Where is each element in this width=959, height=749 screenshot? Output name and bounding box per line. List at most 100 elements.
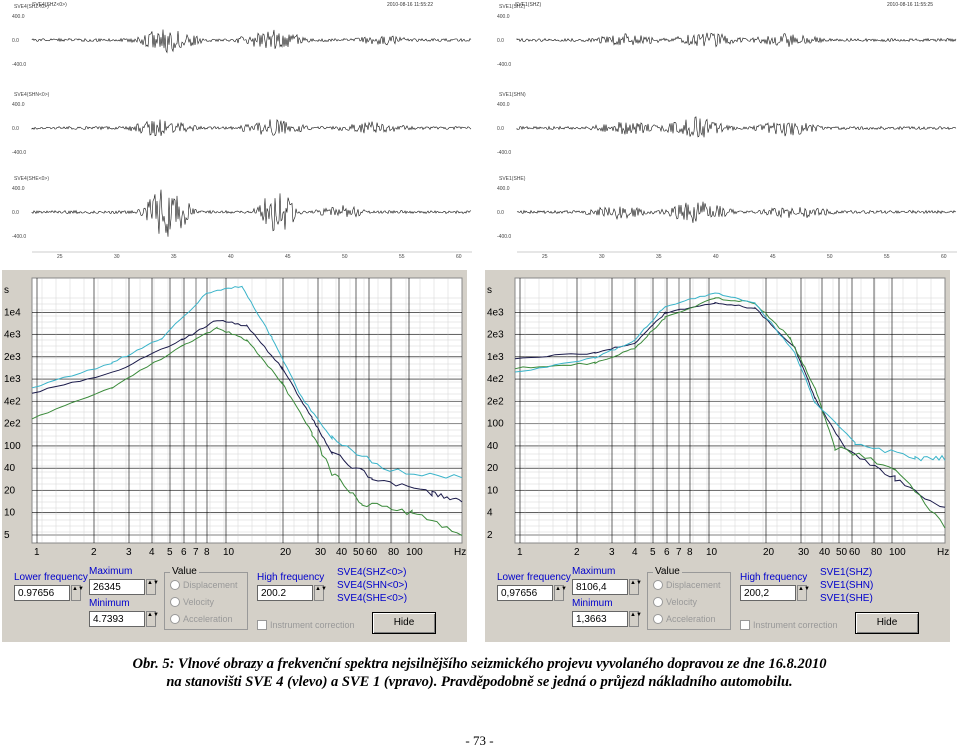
- amplitude-label: 400.0: [497, 14, 510, 20]
- lower-frequency-input[interactable]: 0.97656: [14, 585, 70, 601]
- y-tick-label: 40: [487, 441, 499, 452]
- x-tick-label: 7: [676, 547, 682, 558]
- x-tick-label: 40: [819, 547, 831, 558]
- amplitude-label: 0.0: [497, 126, 504, 132]
- x-tick-label: 20: [763, 547, 775, 558]
- amplitude-label: 400.0: [12, 102, 25, 108]
- amplitude-label: 0.0: [12, 126, 19, 132]
- legend-entry[interactable]: SVE4(SHN<0>): [337, 580, 408, 591]
- minimum-input[interactable]: 4.7393: [89, 611, 145, 627]
- spectrum-panel-right: s 4e3 2e3 1e3 4e2 2e2 100 40 20 10 4 2 1 2 3 4 5 6 7 8 10 20 3…: [485, 270, 950, 642]
- radio-dot[interactable]: [653, 614, 663, 624]
- amplitude-label: 0.0: [12, 210, 19, 216]
- radio-acceleration[interactable]: Acceleration: [653, 614, 716, 624]
- time-label: 35: [656, 254, 662, 258]
- maximum-spinner[interactable]: ▲▼: [146, 579, 159, 595]
- maximum-spinner[interactable]: ▲▼: [629, 579, 642, 595]
- lower-frequency-spinner[interactable]: ▲▼: [554, 585, 567, 601]
- minimum-spinner[interactable]: ▲▼: [629, 611, 642, 627]
- time-label: 50: [342, 254, 348, 258]
- radio-label: Velocity: [666, 597, 698, 607]
- instrument-correction-checkbox[interactable]: Instrument correction: [740, 620, 838, 630]
- maximum-input[interactable]: 8106,4: [572, 579, 628, 595]
- waveform-panel-left: SVE4(SHZ<0>) 2010-08-16 11:55:22 SVE4(SH…: [2, 0, 472, 258]
- x-tick-label: 60: [366, 547, 378, 558]
- channel-label: SVE1(SHN): [499, 92, 526, 98]
- instrument-correction-checkbox[interactable]: Instrument correction: [257, 620, 355, 630]
- amplitude-label: -400.0: [12, 150, 26, 156]
- time-label: 60: [941, 254, 947, 258]
- lower-frequency-input[interactable]: 0,97656: [497, 585, 553, 601]
- legend-entry[interactable]: SVE4(SHE<0>): [337, 593, 408, 604]
- radio-label: Displacement: [666, 580, 721, 590]
- radio-dot[interactable]: [170, 614, 180, 624]
- high-frequency-input[interactable]: 200.2: [257, 585, 313, 601]
- time-label: 40: [713, 254, 719, 258]
- caption-line-2: na stanovišti SVE 4 (vlevo) a SVE 1 (vpr…: [166, 674, 793, 690]
- radio-dot[interactable]: [170, 580, 180, 590]
- channel-label: SVE4(SHN<0>): [14, 92, 50, 98]
- checkbox-label: Instrument correction: [270, 620, 355, 630]
- high-frequency-spinner[interactable]: ▲▼: [797, 585, 810, 601]
- lower-frequency-spinner[interactable]: ▲▼: [71, 585, 84, 601]
- x-tick-label: 6: [181, 547, 187, 558]
- lower-frequency-label: Lower frequency: [497, 572, 571, 583]
- hide-button[interactable]: Hide: [855, 612, 919, 634]
- y-tick-label: 100: [4, 441, 21, 452]
- x-tick-label: 2: [574, 547, 580, 558]
- maximum-input[interactable]: 26345: [89, 579, 145, 595]
- amplitude-label: -400.0: [497, 150, 511, 156]
- y-tick-label: 1e3: [487, 352, 504, 363]
- maximum-label: Maximum: [572, 566, 616, 577]
- series-legend: SVE1(SHZ) SVE1(SHN) SVE1(SHE): [820, 566, 873, 605]
- legend-entry[interactable]: SVE4(SHZ<0>): [337, 567, 407, 578]
- high-frequency-input[interactable]: 200,2: [740, 585, 796, 601]
- waveform-date-right: 2010-08-16 11:55:25: [887, 2, 934, 8]
- time-label: 45: [770, 254, 776, 258]
- page-number: - 73 -: [465, 733, 494, 748]
- checkbox-box[interactable]: [740, 620, 750, 630]
- x-tick-label: 80: [871, 547, 883, 558]
- time-label: 50: [827, 254, 833, 258]
- minimum-spinner[interactable]: ▲▼: [146, 611, 159, 627]
- y-tick-label: 40: [4, 463, 16, 474]
- x-tick-label: 50: [353, 547, 365, 558]
- legend-entry[interactable]: SVE1(SHN): [820, 580, 874, 591]
- amplitude-label: 400.0: [12, 186, 25, 192]
- radio-velocity[interactable]: Velocity: [653, 597, 697, 607]
- maximum-label: Maximum: [89, 566, 133, 577]
- radio-velocity[interactable]: Velocity: [170, 597, 214, 607]
- minimum-label: Minimum: [89, 598, 130, 609]
- radio-dot[interactable]: [653, 597, 663, 607]
- minimum-label: Minimum: [572, 598, 613, 609]
- checkbox-box[interactable]: [257, 620, 267, 630]
- amplitude-label: 0.0: [497, 38, 504, 44]
- x-tick-label: 10: [706, 547, 718, 558]
- hide-button[interactable]: Hide: [372, 612, 436, 634]
- x-tick-label: 80: [388, 547, 400, 558]
- radio-displacement[interactable]: Displacement: [170, 580, 238, 590]
- time-label: 30: [114, 254, 120, 258]
- amplitude-label: 0.0: [497, 210, 504, 216]
- radio-acceleration[interactable]: Acceleration: [170, 614, 233, 624]
- radio-dot[interactable]: [170, 597, 180, 607]
- spectrum-curve: [31, 326, 463, 536]
- amplitude-label: 0.0: [12, 38, 19, 44]
- x-tick-label: 5: [167, 547, 173, 558]
- time-label: 45: [285, 254, 291, 258]
- amplitude-label: 400.0: [497, 102, 510, 108]
- y-tick-label: 20: [4, 485, 16, 496]
- high-frequency-spinner[interactable]: ▲▼: [314, 585, 327, 601]
- minimum-input[interactable]: 1,3663: [572, 611, 628, 627]
- y-tick-label: s: [4, 285, 9, 296]
- radio-displacement[interactable]: Displacement: [653, 580, 721, 590]
- time-label: 25: [542, 254, 548, 258]
- radio-dot[interactable]: [653, 580, 663, 590]
- time-label: 40: [228, 254, 234, 258]
- channel-label: SVE1(SHZ): [499, 4, 525, 10]
- spectrum-plot: s 4e3 2e3 1e3 4e2 2e2 100 40 20 10 4 2 1 2 3 4 5 6 7 8 10 20 3…: [487, 277, 949, 558]
- legend-entry[interactable]: SVE1(SHE): [820, 593, 873, 604]
- legend-entry[interactable]: SVE1(SHZ): [820, 567, 873, 578]
- waveform-header-right: SVE1(SHZ): [515, 2, 542, 8]
- x-tick-label: 8: [687, 547, 693, 558]
